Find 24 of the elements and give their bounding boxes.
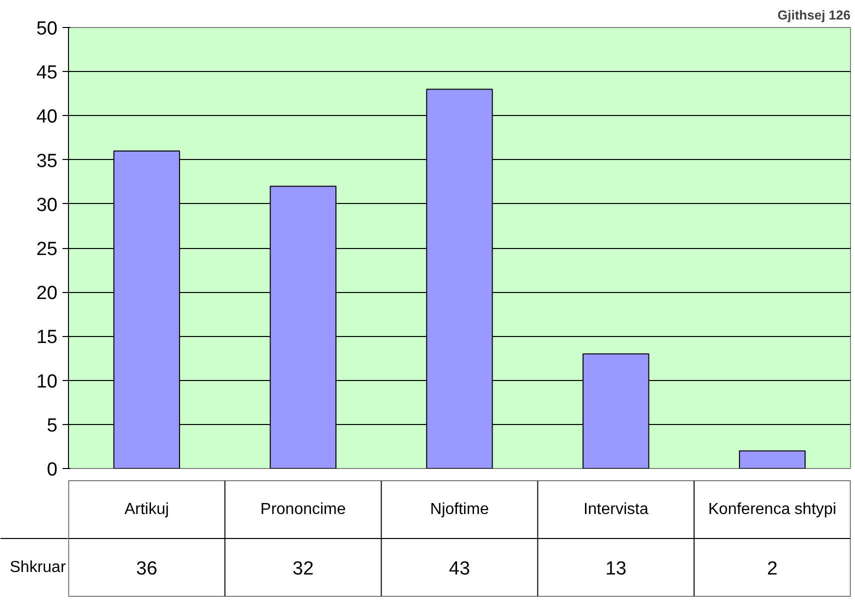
x-tick-label: Njoftime — [430, 501, 489, 518]
data-label: 43 — [448, 558, 470, 580]
data-label: 32 — [292, 558, 314, 580]
data-label: 2 — [767, 558, 778, 580]
data-label: 13 — [605, 558, 626, 580]
x-tick-label: Artikuj — [124, 501, 169, 518]
data-label: 36 — [136, 558, 158, 580]
y-tick-label: 50 — [36, 18, 58, 40]
chart-title: Gjithsej 126 — [778, 8, 851, 22]
y-tick-label: 15 — [36, 327, 58, 348]
y-tick-label: 25 — [36, 239, 58, 260]
x-tick-label: Intervista — [583, 501, 648, 518]
y-tick-label: 20 — [36, 283, 58, 304]
bar — [738, 450, 806, 468]
y-tick-label: 35 — [36, 150, 58, 172]
y-tick-label: 30 — [36, 194, 58, 216]
y-tick-label: 45 — [36, 62, 58, 84]
y-tick-label: 5 — [46, 415, 58, 436]
y-tick-label: 10 — [36, 371, 58, 392]
y-tick-label: 0 — [46, 460, 58, 480]
y-tick-label: 40 — [36, 106, 58, 128]
x-tick-label: Konferenca shtypi — [708, 501, 836, 518]
x-tick-label: Prononcime — [260, 501, 346, 518]
text: Shkruar — [10, 559, 66, 576]
